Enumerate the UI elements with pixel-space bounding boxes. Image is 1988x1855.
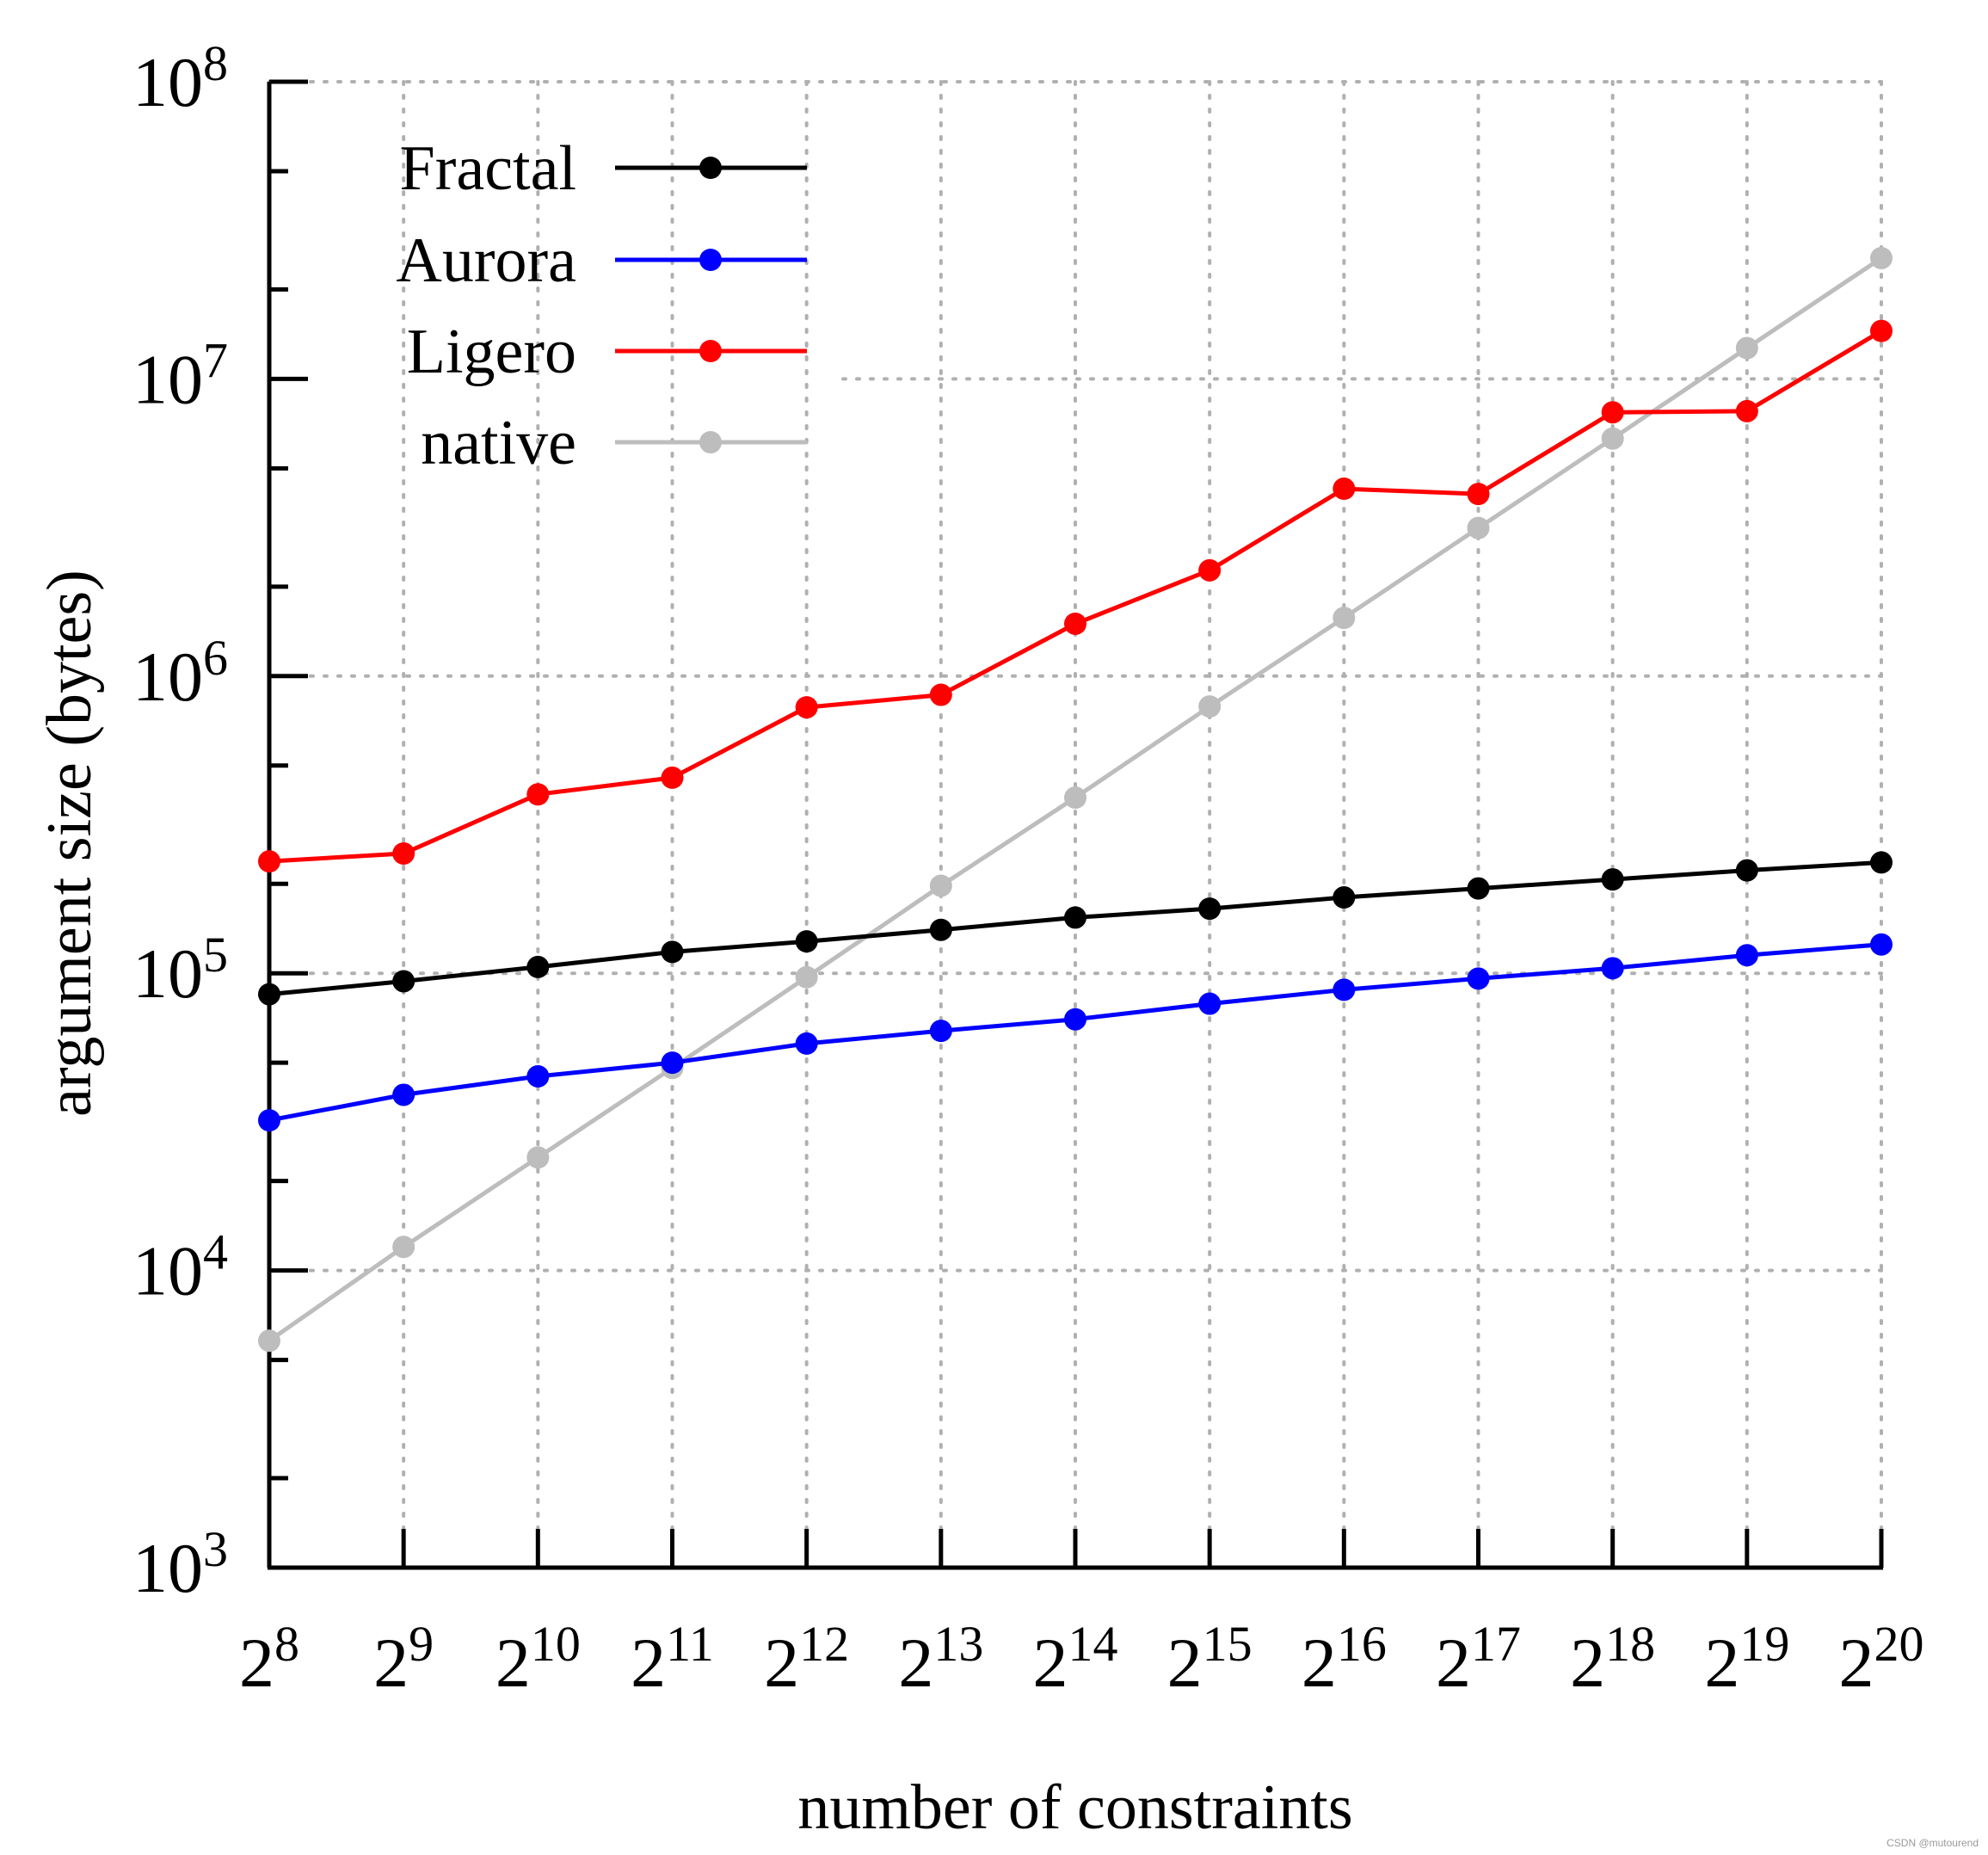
- data-point: [1735, 336, 1758, 360]
- data-point: [929, 874, 952, 897]
- watermark-text: CSDN @mutourend: [1886, 1837, 1979, 1849]
- data-point: [1064, 906, 1086, 929]
- data-point: [929, 683, 952, 706]
- x-tick-label: 210: [495, 1616, 581, 1702]
- data-point: [1198, 695, 1222, 718]
- data-point: [1333, 607, 1356, 630]
- y-tick-label: 103: [132, 1521, 228, 1607]
- x-axis-title: number of constraints: [797, 1772, 1352, 1843]
- data-point: [1333, 886, 1356, 909]
- data-point: [258, 983, 280, 1006]
- series-fractal: [258, 851, 1893, 1006]
- data-point: [258, 850, 280, 873]
- data-point: [392, 1083, 415, 1106]
- x-tick-label: 219: [1704, 1616, 1789, 1702]
- x-tick-label: 217: [1436, 1616, 1521, 1702]
- data-point: [1870, 851, 1893, 874]
- y-tick-label: 107: [132, 332, 228, 418]
- data-point: [1333, 478, 1356, 501]
- data-point: [1870, 933, 1893, 956]
- data-point: [1467, 877, 1490, 900]
- y-tick-label: 106: [132, 630, 228, 716]
- data-point: [795, 1032, 818, 1055]
- data-point: [795, 696, 818, 719]
- data-point: [929, 1020, 952, 1043]
- data-point: [526, 1064, 550, 1088]
- data-point: [526, 783, 550, 806]
- legend-marker: [699, 340, 722, 362]
- data-point: [1601, 957, 1624, 980]
- y-tick-label: 104: [132, 1224, 228, 1310]
- data-point: [929, 918, 952, 941]
- data-point: [1601, 427, 1624, 450]
- y-axis-title: argument size (bytes): [34, 570, 105, 1117]
- series-aurora: [258, 933, 1893, 1132]
- x-tick-label: 211: [631, 1616, 714, 1702]
- x-tick-label: 29: [373, 1616, 434, 1702]
- data-point: [661, 766, 684, 789]
- data-point: [526, 1146, 550, 1169]
- data-point: [258, 1109, 280, 1132]
- legend-label: native: [421, 408, 576, 478]
- data-point: [1198, 992, 1222, 1015]
- data-point: [392, 841, 415, 865]
- legend-label: Fractal: [400, 133, 576, 204]
- x-tick-label: 218: [1570, 1616, 1655, 1702]
- legend-marker: [699, 249, 722, 271]
- legend-item-aurora: Aurora: [396, 225, 807, 296]
- x-tick-label: 213: [898, 1616, 983, 1702]
- legend-item-fractal: Fractal: [400, 133, 807, 204]
- data-point: [1601, 868, 1624, 891]
- data-point: [1467, 516, 1490, 539]
- ticks: 103 104 105 106 107 108 28 29 210 211 212 213 214 215…: [132, 35, 1924, 1702]
- data-point: [661, 1051, 684, 1075]
- data-point: [1870, 319, 1893, 342]
- x-tick-label: 214: [1033, 1616, 1118, 1702]
- x-tick-label: 212: [764, 1616, 849, 1702]
- data-point: [1064, 1008, 1086, 1031]
- data-point: [392, 970, 415, 993]
- data-point: [1333, 978, 1356, 1001]
- y-tick-label: 108: [132, 35, 228, 121]
- data-point: [392, 1236, 415, 1259]
- legend: Fractal Aurora Ligero native: [396, 133, 807, 478]
- x-tick-label: 216: [1302, 1616, 1387, 1702]
- data-point: [1198, 558, 1222, 582]
- data-point: [526, 955, 550, 978]
- data-point: [1735, 859, 1758, 882]
- data-point: [1198, 897, 1222, 921]
- x-tick-label: 28: [239, 1616, 299, 1702]
- data-point: [1064, 612, 1086, 635]
- data-point: [1467, 967, 1490, 990]
- data-point: [258, 1329, 280, 1353]
- legend-marker: [699, 157, 722, 179]
- legend-label: Aurora: [396, 225, 576, 296]
- data-point: [1870, 246, 1893, 269]
- data-point: [661, 940, 684, 964]
- legend-marker: [699, 431, 722, 453]
- data-point: [1601, 401, 1624, 424]
- legend-item-native: native: [421, 408, 807, 478]
- grid-lines: [268, 80, 1883, 1569]
- data-point: [1064, 786, 1086, 810]
- data-point: [1467, 483, 1490, 506]
- data-point: [1735, 944, 1758, 967]
- data-point: [795, 965, 818, 989]
- series-ligero: [258, 319, 1893, 873]
- legend-label: Ligero: [407, 317, 576, 387]
- legend-item-ligero: Ligero: [407, 317, 807, 387]
- x-tick-label: 215: [1167, 1616, 1253, 1702]
- y-tick-label: 105: [132, 927, 228, 1013]
- data-point: [1735, 399, 1758, 422]
- x-tick-label: 220: [1839, 1616, 1924, 1702]
- data-point: [795, 930, 818, 953]
- series-group: [258, 246, 1893, 1353]
